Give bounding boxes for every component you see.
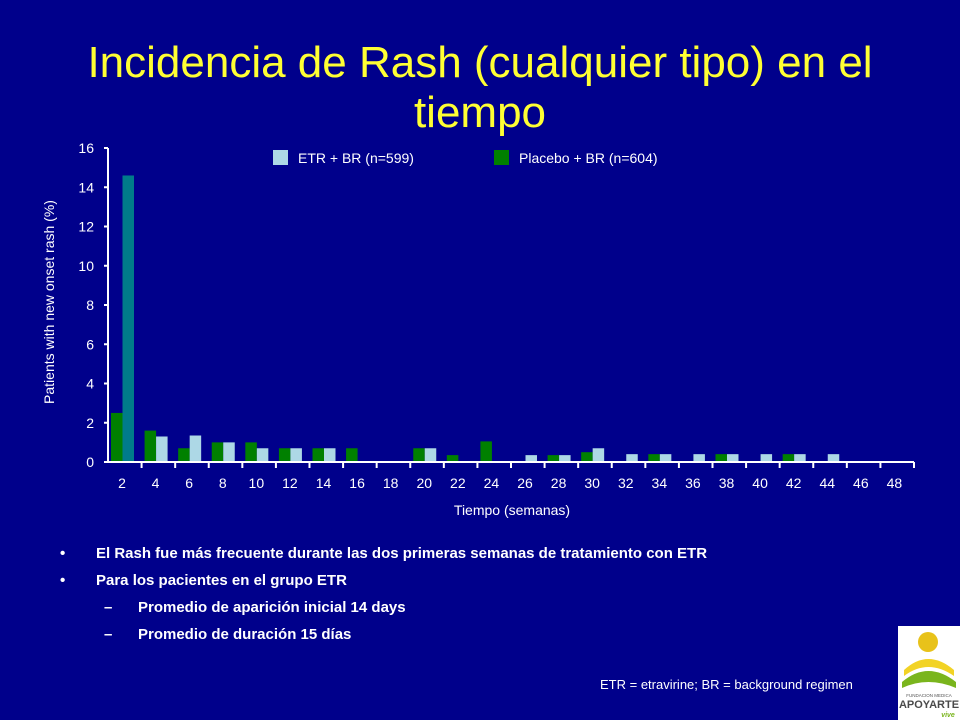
bar-etr-week-8 [223,442,235,462]
y-tick-label: 16 [78,140,94,156]
x-tick-label: 14 [316,475,332,491]
logo-hill-icon [902,671,956,688]
x-tick-label: 32 [618,475,634,491]
bar-etr-week-40 [760,454,773,462]
slide-title: Incidencia de Rash (cualquier tipo) en e… [87,38,873,137]
legend-swatch [494,150,509,165]
bar-etr-week-30 [592,448,605,462]
legend-label: Placebo + BR (n=604) [519,150,658,166]
apoyarte-logo: FUNDACION MEDICA APOYARTE vive [898,626,960,720]
bar-placebo-week-8 [211,442,224,462]
bullet-text: Promedio de duración 15 días [138,626,352,643]
bullet-list: • El Rash fue más frecuente durante las d… [60,544,707,652]
legend-label: ETR + BR (n=599) [298,150,414,166]
y-tick-label: 10 [78,258,94,274]
bullet-item: – Promedio de aparición inicial 14 days [60,598,707,625]
bullet-marker: – [104,599,113,616]
chart-legend: ETR + BR (n=599) Placebo + BR (n=604) [273,150,658,166]
bar-etr-week-26 [525,455,537,462]
x-tick-label: 38 [719,475,735,491]
bar-etr-week-4 [156,436,168,462]
bar-etr-week-6 [189,435,202,462]
x-tick-label: 28 [551,475,567,491]
logo-line3: vive [941,712,955,719]
bullet-item: – Promedio de duración 15 días [60,625,707,652]
y-tick-label: 14 [78,179,94,195]
y-tick-label: 6 [86,336,94,352]
bar-placebo-week-12 [278,448,291,462]
x-tick-label: 6 [185,475,193,491]
bar-placebo-week-38 [715,454,727,462]
bullet-marker: – [104,626,113,643]
bar-placebo-week-6 [178,448,190,462]
x-tick-label: 4 [152,475,160,491]
y-tick-label: 0 [86,454,94,470]
x-tick-label: 34 [652,475,668,491]
bar-placebo-week-14 [312,448,324,462]
bar-placebo-week-2 [111,412,123,462]
x-tick-label: 48 [887,475,903,491]
bar-etr-week-32 [626,454,638,462]
x-tick-label: 24 [484,475,500,491]
x-tick-label: 10 [249,475,265,491]
bar-etr-week-12 [290,448,302,462]
bar-placebo-week-20 [413,448,425,462]
bar-placebo-week-28 [547,455,560,462]
bullet-text: Para los pacientes en el grupo ETR [96,572,347,589]
bullet-marker: • [60,545,66,562]
bar-placebo-week-30 [581,452,593,462]
bullet-text: Promedio de aparición inicial 14 days [138,599,406,616]
logo-line2: APOYARTE [899,699,959,711]
bar-etr-week-36 [693,454,705,462]
bullet-item: • Para los pacientes en el grupo ETR [60,571,707,598]
y-tick-label: 4 [86,376,94,392]
chart-bars [111,175,840,462]
logo-sun-icon [918,632,938,652]
y-tick-label: 2 [86,415,94,431]
bar-placebo-week-22 [446,455,459,462]
x-tick-label: 16 [349,475,365,491]
bar-placebo-week-4 [144,430,157,462]
footnote: ETR = etravirine; BR = background regime… [600,677,853,692]
bar-etr-week-20 [424,448,437,462]
x-tick-label: 36 [685,475,701,491]
y-axis-label: Patients with new onset rash (%) [41,200,57,404]
bar-etr-week-14 [324,448,336,462]
x-tick-label: 46 [853,475,869,491]
x-tick-label: 8 [219,475,227,491]
x-tick-label: 26 [517,475,533,491]
x-tick-label: 42 [786,475,802,491]
x-tick-label: 2 [118,475,126,491]
bar-placebo-week-16 [346,448,358,462]
logo-arc-icon [904,659,954,676]
x-tick-label: 20 [416,475,432,491]
bar-placebo-week-24 [480,441,492,462]
bar-etr-week-10 [256,448,269,462]
x-tick-label: 22 [450,475,466,491]
x-tick-label: 18 [383,475,399,491]
x-axis-label: Tiempo (semanas) [454,502,570,518]
bar-placebo-week-10 [245,442,257,462]
bar-etr-week-34 [659,454,672,462]
x-tick-label: 30 [584,475,600,491]
y-tick-label: 12 [78,219,94,235]
bullet-item: • El Rash fue más frecuente durante las d… [60,544,707,571]
x-tick-label: 44 [819,475,835,491]
bar-etr-week-38 [727,454,739,462]
bar-etr-week-2 [122,175,134,462]
y-tick-label: 8 [86,297,94,313]
bar-placebo-week-34 [648,454,660,462]
bullet-text: El Rash fue más frecuente durante las do… [96,545,708,562]
bar-etr-week-42 [794,454,806,462]
legend-swatch [273,150,288,165]
bar-etr-week-28 [559,455,571,462]
logo-line1: FUNDACION MEDICA [906,693,952,698]
bar-placebo-week-42 [782,454,795,462]
x-tick-label: 40 [752,475,768,491]
x-tick-label: 12 [282,475,298,491]
bar-etr-week-44 [827,454,840,462]
bullet-marker: • [60,572,66,589]
